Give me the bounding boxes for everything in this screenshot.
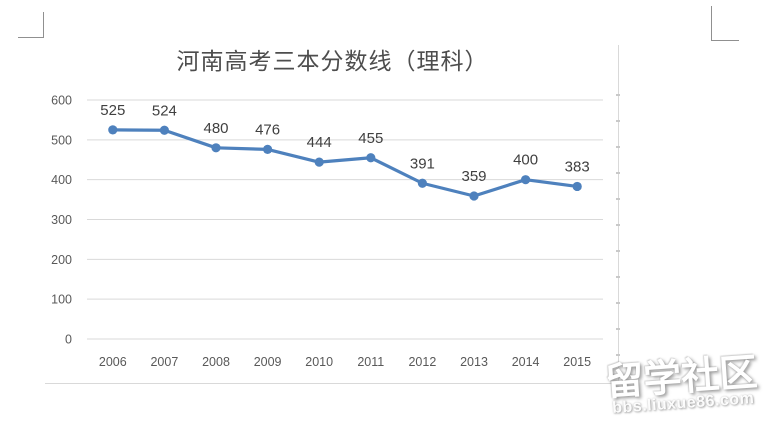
data-label: 359 [461,168,486,185]
y-tick-label: 500 [51,133,72,147]
x-tick-label: 2010 [305,355,333,369]
chart-title: 河南高考三本分数线（理科） [176,48,489,74]
y-tick-label: 100 [51,293,72,307]
data-point [366,153,376,163]
data-point [211,143,221,153]
data-label: 444 [307,134,332,151]
data-point [263,144,273,154]
y-tick-label: 0 [65,333,72,347]
x-tick-label: 2014 [512,355,540,369]
x-tick-label: 2006 [99,355,127,369]
x-tick-label: 2009 [254,355,282,369]
y-tick-label: 600 [51,94,72,108]
x-tick-label: 2008 [202,355,230,369]
data-label: 480 [203,120,228,137]
y-tick-label: 400 [51,173,72,187]
chart-frame-bottom-rule [45,383,619,384]
x-tick-label: 2007 [150,355,178,369]
data-label: 476 [255,121,280,138]
x-tick-label: 2013 [460,355,488,369]
data-point [159,125,169,135]
chart-frame-right-rule-ticks [616,70,620,370]
data-label: 383 [565,158,590,175]
data-label: 400 [513,152,538,169]
crop-mark-top-right-icon [711,6,739,41]
data-label: 524 [152,102,177,119]
crop-mark-top-left-icon [18,12,44,38]
x-tick-label: 2011 [357,355,384,369]
series-line [111,128,579,198]
data-label: 391 [410,155,435,172]
watermark-subtitle: bbs.liuxue86.com [611,389,755,417]
y-tick-label: 200 [51,253,72,267]
data-label: 455 [358,130,383,147]
data-point [417,178,427,188]
y-tick-label: 300 [51,213,72,227]
data-point [108,125,118,135]
x-tick-label: 2015 [563,355,591,369]
data-point [521,175,531,185]
plot-area: 0 100 200 300 400 500 600 2006 2007 2008 2009 2010 2… [51,94,603,369]
x-tick-label: 2012 [408,355,436,369]
data-point [469,191,479,201]
data-label: 525 [100,102,125,119]
data-point [572,181,582,192]
data-point [314,157,324,167]
